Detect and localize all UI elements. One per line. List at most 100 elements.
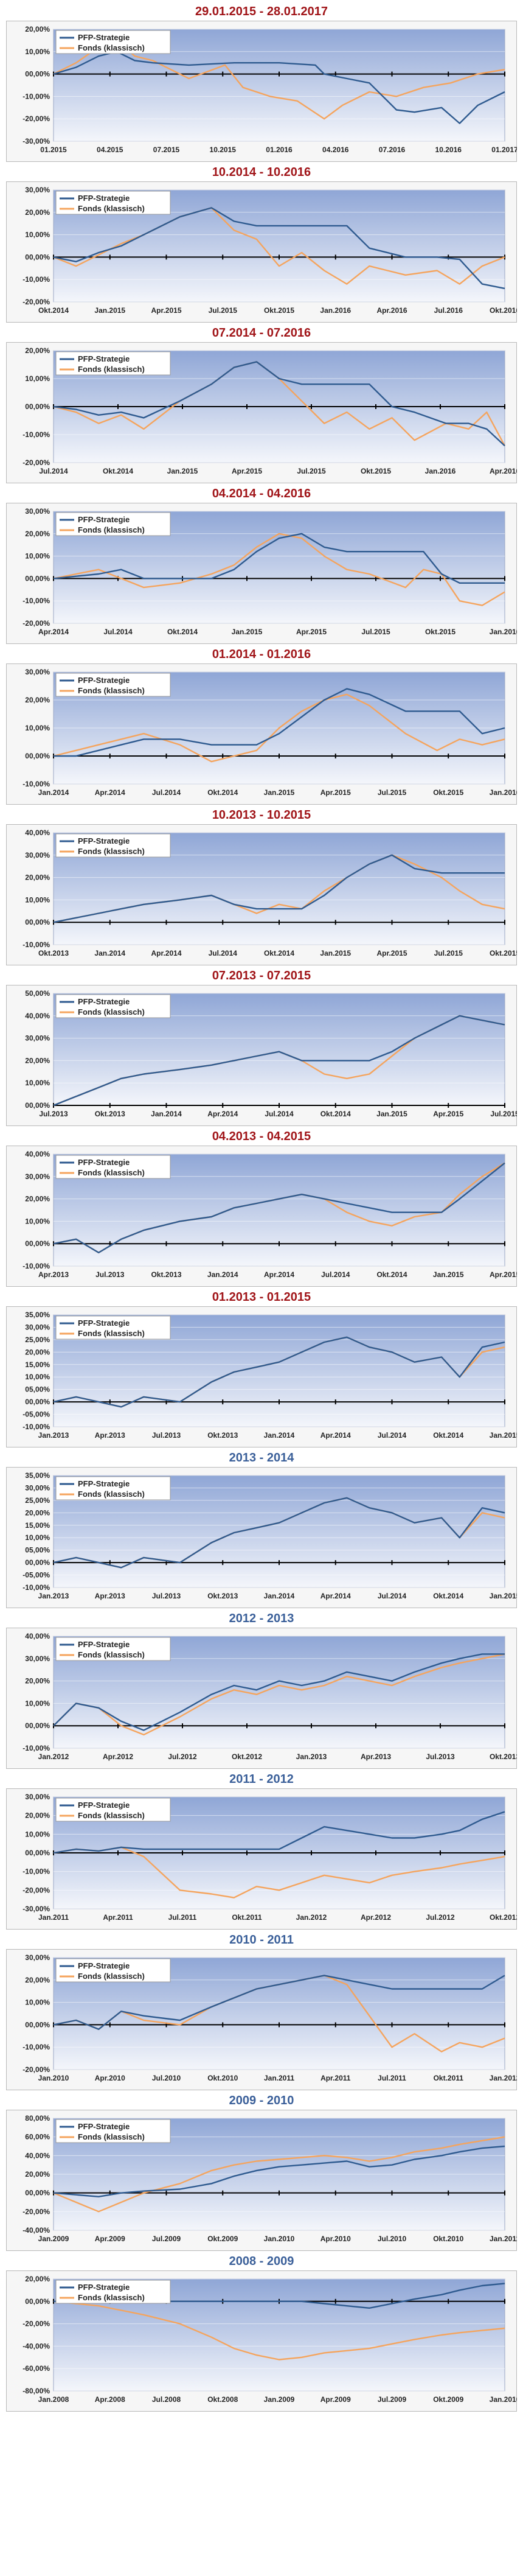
y-tick-label: -10,00% bbox=[23, 597, 50, 605]
x-tick-label: Jan.2009 bbox=[38, 2235, 69, 2243]
x-tick-label: Apr.2014 bbox=[264, 1270, 294, 1279]
legend-label: Fonds (klassisch) bbox=[78, 847, 145, 856]
y-tick-label: 25,00% bbox=[25, 1496, 50, 1505]
line-chart: -30,00% -20,00% -10,00% 00,00% 10,00% 20,00% 3… bbox=[23, 1793, 517, 1922]
y-tick-label: 30,00% bbox=[25, 1953, 50, 1962]
x-tick-label: Apr.2015 bbox=[232, 467, 262, 475]
series-line-pfp bbox=[53, 1497, 505, 1569]
x-tick-label: Apr.2014 bbox=[207, 1110, 238, 1118]
x-tick-label: Jul.2014 bbox=[321, 1270, 350, 1279]
y-tick-label: 40,00% bbox=[25, 2151, 50, 2160]
series-line-pfp bbox=[53, 533, 505, 584]
x-tick-label: Apr.2014 bbox=[151, 949, 181, 957]
x-tick-label: Apr.2013 bbox=[38, 1270, 69, 1279]
series-line-pfp bbox=[53, 1653, 505, 1731]
y-tick-label: 10,00% bbox=[25, 1699, 50, 1707]
x-tick-label: 07.2015 bbox=[153, 145, 180, 154]
y-tick-label: 05,00% bbox=[25, 1546, 50, 1555]
x-tick-label: Jul.2008 bbox=[152, 2395, 181, 2404]
legend-label: PFP-Strategie bbox=[78, 997, 130, 1006]
y-tick-label: 00,00% bbox=[25, 574, 50, 583]
y-tick-label: -30,00% bbox=[23, 1905, 50, 1913]
y-tick-label: 20,00% bbox=[25, 25, 50, 33]
y-tick-label: -20,00% bbox=[23, 1886, 50, 1894]
chart-panel: 04.2014 - 04.2016 -20,00% -10,00% 00,00% 10,… bbox=[6, 486, 517, 646]
legend bbox=[55, 351, 171, 376]
x-tick-label: 01.2015 bbox=[40, 145, 67, 154]
legend-label: Fonds (klassisch) bbox=[78, 43, 145, 52]
x-tick-label: Okt.2009 bbox=[207, 2235, 238, 2243]
x-tick-label: Jul.2015 bbox=[434, 949, 463, 957]
x-tick-label: Apr.2010 bbox=[320, 2235, 351, 2243]
y-tick-label: 20,00% bbox=[25, 530, 50, 538]
series-line-pfp bbox=[53, 207, 505, 290]
x-tick-label: Jan.2016 bbox=[425, 467, 456, 475]
y-tick-label: 15,00% bbox=[25, 1521, 50, 1530]
line-chart: -20,00% -10,00% 00,00% 10,00% 20,00% Jul.2014… bbox=[23, 346, 517, 475]
y-tick-label: -10,00% bbox=[23, 2043, 50, 2051]
x-tick-label: Jul.2013 bbox=[152, 1592, 181, 1600]
chart-panel: 04.2013 - 04.2015 -10,00% 00,00% 10,00% 20,0… bbox=[6, 1129, 517, 1289]
x-tick-label: Apr.2013 bbox=[95, 1431, 125, 1440]
x-tick-label: Okt.2014 bbox=[376, 1270, 407, 1279]
x-tick-label: Okt.2008 bbox=[207, 2395, 238, 2404]
series-line-pfp bbox=[53, 1811, 505, 1854]
y-tick-label: -20,00% bbox=[23, 2065, 50, 2074]
x-tick-label: Jul.2015 bbox=[490, 1110, 517, 1118]
y-tick-label: 00,00% bbox=[25, 402, 50, 411]
y-tick-label: -10,00% bbox=[23, 275, 50, 284]
x-tick-label: Apr.2013 bbox=[361, 1752, 391, 1761]
x-tick-label: Jul.2010 bbox=[152, 2074, 181, 2082]
y-tick-label: 35,00% bbox=[25, 1471, 50, 1480]
y-tick-label: 00,00% bbox=[25, 918, 50, 926]
x-tick-label: Okt.2011 bbox=[232, 1913, 262, 1922]
y-tick-label: 20,00% bbox=[25, 873, 50, 882]
x-tick-label: Jan.2008 bbox=[38, 2395, 69, 2404]
chart-panel: 29.01.2015 - 28.01.2017 -30,00% -20,00% -10… bbox=[6, 4, 517, 164]
x-tick-label: Apr.2015 bbox=[490, 1270, 517, 1279]
y-tick-label: 05,00% bbox=[25, 1385, 50, 1394]
y-tick-label: -10,00% bbox=[23, 1262, 50, 1270]
y-tick-label: 30,00% bbox=[25, 1793, 50, 1801]
y-tick-label: 20,00% bbox=[25, 1811, 50, 1820]
legend bbox=[55, 1155, 171, 1179]
x-tick-label: 10.2016 bbox=[435, 145, 462, 154]
y-tick-label: 30,00% bbox=[25, 1654, 50, 1663]
x-tick-label: Jul.2013 bbox=[95, 1270, 125, 1279]
x-tick-label: Jan.2014 bbox=[94, 949, 125, 957]
chart-title: 07.2014 - 07.2016 bbox=[212, 326, 311, 340]
series-line-fonds bbox=[53, 207, 505, 285]
series-line-fonds bbox=[53, 2300, 505, 2361]
chart-title: 10.2013 - 10.2015 bbox=[212, 808, 311, 822]
legend-label: PFP-Strategie bbox=[78, 2283, 130, 2292]
x-tick-label: Jan.2010 bbox=[264, 2235, 295, 2243]
x-tick-label: Jul.2014 bbox=[378, 1431, 407, 1440]
y-tick-label: 20,00% bbox=[25, 346, 50, 355]
y-tick-label: 40,00% bbox=[25, 1012, 50, 1020]
x-tick-label: Jan.2015 bbox=[490, 1592, 517, 1600]
legend-label: PFP-Strategie bbox=[78, 354, 130, 363]
y-tick-label: 10,00% bbox=[25, 374, 50, 383]
x-tick-label: Apr.2015 bbox=[433, 1110, 463, 1118]
chart-panel: 10.2013 - 10.2015 -10,00% 00,00% 10,00% 20,0… bbox=[6, 807, 517, 968]
y-tick-label: 30,00% bbox=[25, 851, 50, 859]
chart-title: 10.2014 - 10.2016 bbox=[212, 166, 311, 179]
series-line-pfp bbox=[54, 688, 505, 757]
x-tick-label: 04.2015 bbox=[97, 145, 123, 154]
y-tick-label: 00,00% bbox=[25, 752, 50, 760]
x-tick-label: Apr.2012 bbox=[361, 1913, 391, 1922]
y-tick-label: 20,00% bbox=[25, 1348, 50, 1356]
chart-title: 2008 - 2009 bbox=[229, 2255, 294, 2268]
x-tick-label: Jan.2015 bbox=[320, 949, 351, 957]
chart-panel: 07.2014 - 07.2016 -20,00% -10,00% 00,00% 10,… bbox=[6, 325, 517, 486]
x-tick-label: Okt.2013 bbox=[207, 1592, 238, 1600]
x-tick-label: Jul.2015 bbox=[361, 628, 390, 636]
series-line-pfp bbox=[53, 1162, 505, 1254]
legend-label: PFP-Strategie bbox=[78, 194, 130, 203]
x-tick-label: Apr.2014 bbox=[320, 1431, 351, 1440]
x-tick-label: Jan.2016 bbox=[490, 628, 517, 636]
series-line-pfp bbox=[53, 1336, 505, 1408]
y-tick-label: 00,00% bbox=[25, 2297, 50, 2306]
series-line-pfp bbox=[53, 1015, 505, 1107]
x-tick-label: Okt.2015 bbox=[433, 788, 463, 797]
